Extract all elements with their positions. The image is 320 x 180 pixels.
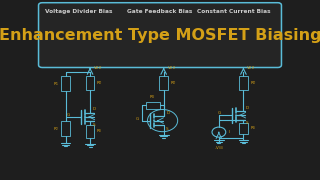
Bar [86, 76, 94, 90]
Text: R$_G$: R$_G$ [149, 94, 156, 101]
Text: Enhancement Type MOSFET Biasing: Enhancement Type MOSFET Biasing [0, 28, 320, 43]
Text: V$_{DD}$: V$_{DD}$ [246, 64, 256, 72]
Text: S: S [92, 123, 95, 127]
Text: R$_D$: R$_D$ [96, 79, 103, 87]
Text: R$_S$: R$_S$ [250, 125, 256, 132]
Text: S: S [166, 127, 169, 131]
Text: -V$_{SS}$: -V$_{SS}$ [214, 144, 224, 152]
Text: G: G [67, 113, 70, 117]
Text: Constant Current Bias: Constant Current Bias [197, 9, 270, 14]
Text: V$_{DD}$: V$_{DD}$ [93, 64, 102, 72]
Bar [61, 76, 70, 91]
Bar [86, 125, 94, 138]
Bar [239, 123, 248, 134]
Text: D: D [166, 111, 169, 115]
Text: S: S [246, 121, 249, 125]
Text: R$_D$: R$_D$ [170, 79, 177, 87]
Bar [61, 121, 70, 136]
Text: R$_1$: R$_1$ [52, 80, 59, 88]
Text: Gate Feedback Bias: Gate Feedback Bias [127, 9, 193, 14]
Bar [159, 76, 168, 90]
FancyBboxPatch shape [38, 3, 282, 68]
Text: Voltage Divider Bias: Voltage Divider Bias [45, 9, 113, 14]
Bar [146, 102, 160, 109]
Text: D: D [92, 107, 96, 111]
Text: R$_D$: R$_D$ [250, 79, 257, 87]
Text: G: G [135, 117, 139, 121]
Text: D: D [246, 106, 249, 110]
Text: I: I [228, 130, 230, 134]
Text: V$_{DD}$: V$_{DD}$ [167, 64, 176, 72]
Text: G: G [218, 111, 221, 115]
Text: R$_S$: R$_S$ [96, 127, 103, 135]
Text: R$_2$: R$_2$ [52, 125, 59, 133]
Bar [239, 76, 248, 90]
